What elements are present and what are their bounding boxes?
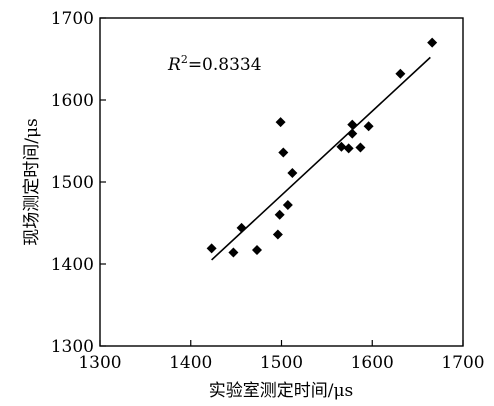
r2-value: =0.8334 xyxy=(188,55,262,75)
data-point xyxy=(206,243,217,254)
x-tick-label: 1700 xyxy=(441,353,484,373)
x-tick-label: 1400 xyxy=(169,353,212,373)
y-tick-label: 1700 xyxy=(51,9,94,29)
y-tick-label: 1600 xyxy=(51,91,94,111)
data-point xyxy=(251,245,262,256)
data-point xyxy=(347,128,358,139)
x-tick-label: 1300 xyxy=(78,353,121,373)
data-point xyxy=(274,209,285,220)
r2-superscript: 2 xyxy=(181,53,188,66)
y-tick-label: 1500 xyxy=(51,173,94,193)
data-point xyxy=(278,147,289,158)
y-axis-label: 现场测定时间/μs xyxy=(22,118,42,246)
data-point xyxy=(287,167,298,178)
data-point xyxy=(275,117,286,128)
data-point xyxy=(272,229,283,240)
r2-annotation: R2=0.8334 xyxy=(167,53,262,75)
data-points xyxy=(206,37,438,258)
data-point xyxy=(355,142,366,153)
data-point xyxy=(427,37,438,48)
data-point xyxy=(282,199,293,210)
y-tick-label: 1400 xyxy=(51,255,94,275)
data-point xyxy=(343,143,354,154)
x-tick-label: 1600 xyxy=(351,353,394,373)
data-point xyxy=(336,141,347,152)
plot-frame xyxy=(99,17,464,347)
fit-line xyxy=(211,56,431,261)
y-tick-label: 1300 xyxy=(51,337,94,357)
data-point xyxy=(236,222,247,233)
r2-prefix: R xyxy=(167,55,181,75)
data-point xyxy=(347,119,358,130)
data-point xyxy=(395,68,406,79)
data-point xyxy=(363,121,374,132)
x-tick-label: 1500 xyxy=(260,353,303,373)
x-axis-label: 实验室测定时间/μs xyxy=(209,381,354,401)
data-point xyxy=(228,247,239,258)
fit-line-group xyxy=(211,56,431,261)
axis-ticks: 1300 1400 1500 1600 1700 1300 1400 1500 1600 1700 xyxy=(51,9,485,373)
